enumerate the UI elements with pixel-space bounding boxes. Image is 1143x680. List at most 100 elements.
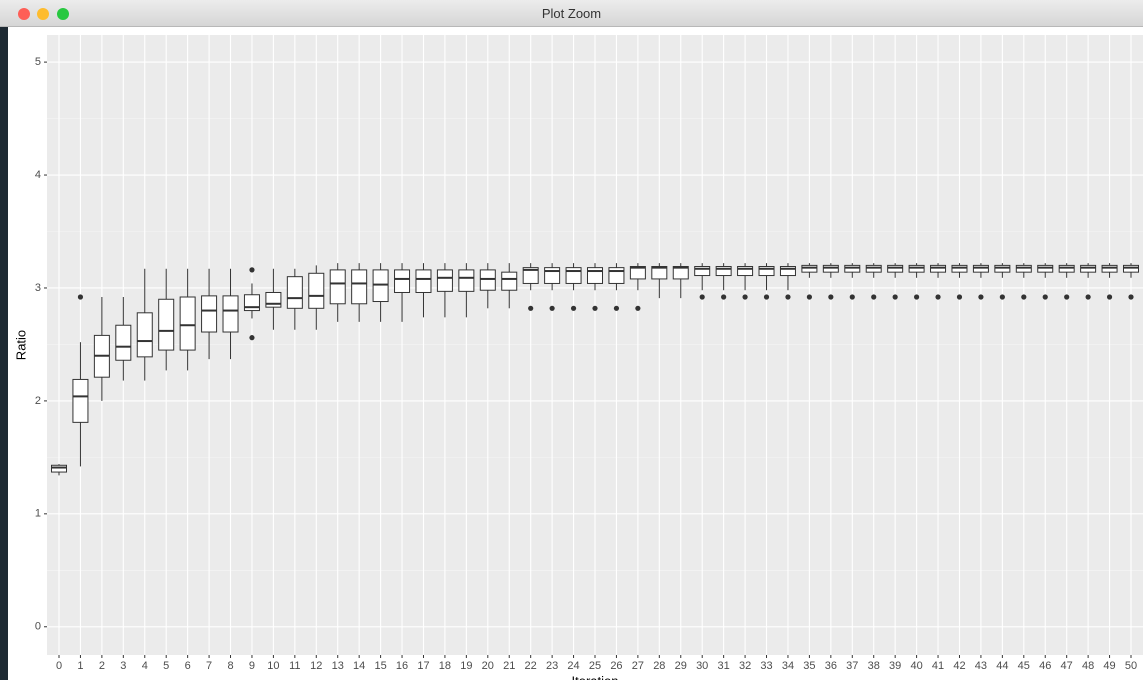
x-tick-label: 3: [120, 660, 126, 672]
y-tick-label: 3: [35, 282, 41, 294]
box: [286, 276, 303, 309]
x-tick-label: 0: [56, 660, 62, 672]
x-tick-label: 2: [99, 660, 105, 672]
x-tick-label: 13: [332, 660, 344, 672]
x-tick-label: 29: [675, 660, 687, 672]
x-tick-label: 50: [1125, 660, 1137, 672]
x-tick-label: 47: [1061, 660, 1073, 672]
x-tick-label: 7: [206, 660, 212, 672]
box: [779, 266, 796, 277]
zoom-button[interactable]: [57, 8, 69, 20]
box: [136, 312, 153, 358]
outlier: [1021, 294, 1027, 300]
outlier: [721, 294, 727, 300]
box: [501, 271, 518, 291]
box: [243, 294, 260, 312]
outlier: [1128, 294, 1134, 300]
box: [544, 267, 561, 284]
x-tick-label: 14: [353, 660, 365, 672]
x-tick-label: 44: [996, 660, 1008, 672]
x-axis-label: Iteration: [572, 673, 619, 680]
y-tick-label: 0: [35, 621, 41, 633]
box: [222, 295, 239, 333]
box: [50, 464, 68, 473]
x-tick-label: 15: [374, 660, 386, 672]
box: [265, 291, 282, 308]
x-tick-label: 42: [953, 660, 965, 672]
window-title: Plot Zoom: [541, 6, 602, 21]
x-tick-label: 48: [1082, 660, 1094, 672]
box: [308, 272, 325, 309]
box: [715, 266, 732, 277]
box: [844, 264, 861, 273]
box: [565, 267, 582, 284]
outlier: [1042, 294, 1048, 300]
x-tick-label: 19: [460, 660, 472, 672]
box: [887, 264, 904, 273]
x-tick-label: 30: [696, 660, 708, 672]
x-tick-label: 35: [803, 660, 815, 672]
x-tick-label: 16: [396, 660, 408, 672]
box: [458, 269, 475, 292]
x-tick-label: 33: [760, 660, 772, 672]
x-tick-label: 10: [267, 660, 279, 672]
x-tick-label: 31: [718, 660, 730, 672]
outlier: [892, 294, 898, 300]
x-tick-label: 45: [1018, 660, 1030, 672]
box: [801, 264, 818, 273]
x-tick-label: 34: [782, 660, 794, 672]
outlier: [699, 294, 705, 300]
x-tick-label: 11: [289, 660, 300, 672]
x-tick-label: 21: [503, 660, 515, 672]
outlier: [1106, 294, 1113, 300]
outlier: [956, 294, 963, 300]
outlier: [249, 335, 255, 341]
chart: Ratio Iteration 012345012345678910111213…: [0, 27, 1143, 680]
box: [1058, 264, 1075, 273]
x-tick-label: 8: [227, 660, 233, 672]
x-tick-label: 38: [868, 660, 880, 672]
outlier: [1064, 294, 1070, 300]
x-tick-label: 24: [567, 660, 579, 672]
x-tick-label: 40: [910, 660, 922, 672]
x-tick-label: 20: [482, 660, 494, 672]
outlier: [785, 294, 791, 300]
x-tick-label: 36: [825, 660, 837, 672]
outlier: [806, 294, 813, 300]
outlier: [613, 305, 620, 311]
box: [737, 266, 754, 277]
box: [201, 295, 218, 333]
box: [72, 378, 89, 423]
box: [972, 264, 989, 273]
x-tick-label: 17: [417, 660, 429, 672]
box: [1122, 264, 1140, 273]
outlier: [935, 294, 941, 300]
outlier: [77, 294, 84, 300]
x-tick-label: 12: [310, 660, 322, 672]
outlier: [570, 305, 577, 311]
y-tick-label: 2: [35, 395, 41, 407]
x-tick-label: 25: [589, 660, 601, 672]
outlier: [528, 305, 534, 311]
box: [436, 269, 453, 292]
box: [372, 269, 389, 303]
y-tick-label: 4: [35, 169, 41, 181]
minimize-button[interactable]: [37, 8, 49, 20]
title-bar: Plot Zoom: [0, 0, 1143, 27]
x-tick-label: 4: [142, 660, 148, 672]
box: [930, 264, 947, 273]
x-tick-label: 9: [249, 660, 255, 672]
editor-strip: [0, 27, 8, 680]
outlier: [635, 305, 641, 311]
box: [694, 266, 711, 277]
outlier: [978, 294, 984, 300]
x-tick-label: 23: [546, 660, 558, 672]
box: [1101, 264, 1118, 273]
x-tick-label: 46: [1039, 660, 1051, 672]
box: [415, 269, 432, 293]
box: [586, 267, 604, 284]
box: [672, 266, 689, 280]
y-axis-label: Ratio: [13, 330, 28, 360]
close-button[interactable]: [18, 8, 30, 20]
